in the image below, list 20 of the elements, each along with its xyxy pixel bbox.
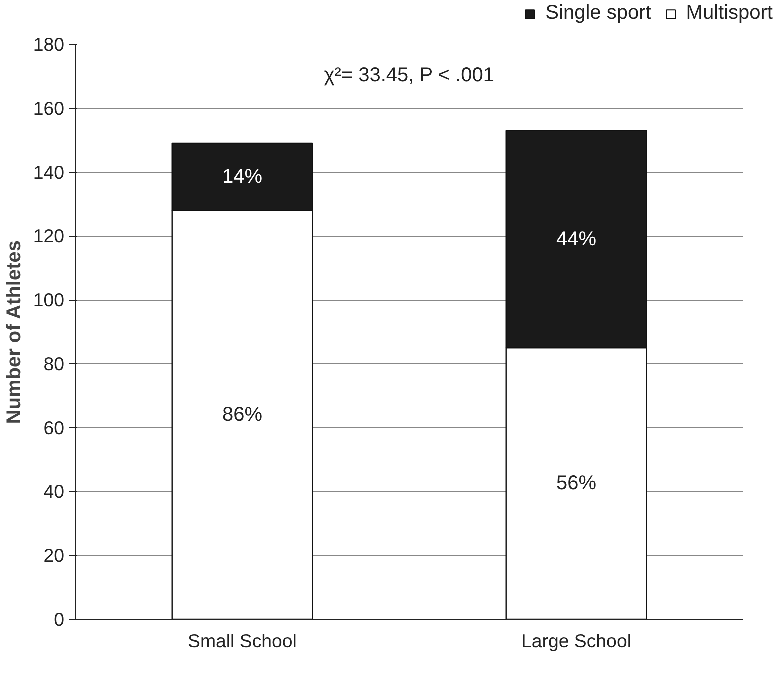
annotation: χ²= 33.45, P < .001 [324, 64, 494, 86]
y-tick-label: 40 [44, 481, 65, 502]
annotation: 56% [556, 472, 597, 495]
annotation: 14% [222, 166, 263, 188]
y-tick-label: 140 [33, 162, 65, 183]
legend-label: Multisport [686, 2, 773, 25]
y-axis-title: Number of Athletes [3, 240, 26, 424]
annotation: 86% [222, 404, 263, 426]
legend-label: Single sport [546, 2, 652, 25]
y-tick-label: 120 [33, 226, 65, 247]
x-tick-label: Large School [522, 630, 632, 652]
y-tick-label: 0 [54, 609, 65, 630]
y-tick-label: 80 [44, 353, 65, 374]
y-tick-label: 160 [33, 98, 65, 119]
y-tick-label: 60 [44, 417, 65, 438]
y-tick-label: 180 [33, 34, 65, 55]
y-tick-label: 100 [33, 290, 65, 311]
x-tick-label: Small School [188, 630, 297, 652]
annotation: 44% [556, 228, 597, 250]
y-tick-label: 20 [44, 545, 65, 566]
